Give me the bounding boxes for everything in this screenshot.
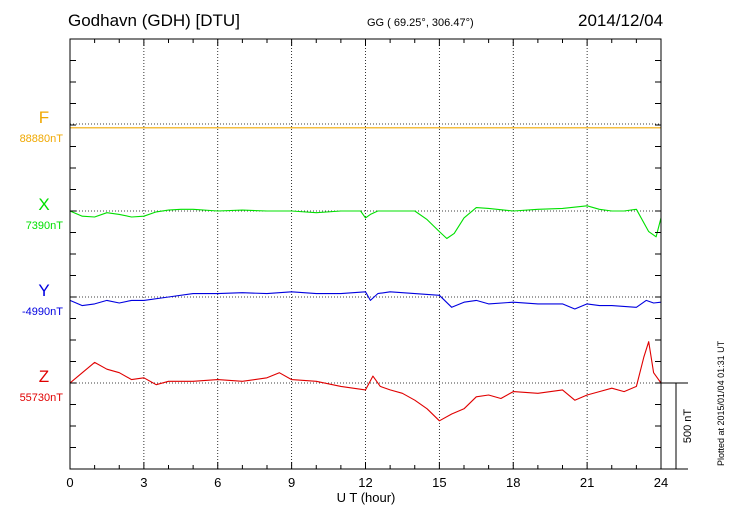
plot-date: 2014/12/04 [578, 11, 664, 30]
x-tick-label: 24 [654, 475, 668, 490]
trace-z [69, 341, 662, 422]
trace-y [69, 291, 662, 310]
scale-bar-label: 500 nT [682, 409, 694, 444]
grid-lines [143, 39, 588, 469]
x-tick-label: 0 [66, 475, 73, 490]
data-traces [69, 127, 662, 422]
plot-frame [69, 38, 662, 470]
x-tick-label: 12 [358, 475, 372, 490]
baselines [70, 123, 661, 384]
geographic-coordinates: GG ( 69.25°, 306.47°) [367, 17, 474, 29]
component-letter-f: F [39, 108, 49, 127]
station-title: Godhavn (GDH) [DTU] [68, 11, 240, 30]
x-tick-label: 3 [140, 475, 147, 490]
baseline-value-y: -4990nT [22, 306, 63, 318]
component-letter-x: X [38, 195, 49, 214]
axis-ticks [69, 39, 662, 469]
x-tick-label: 21 [580, 475, 594, 490]
x-tick-label: 18 [506, 475, 520, 490]
scale-bar: 500 nT [661, 382, 694, 470]
trace-x [69, 205, 662, 240]
x-axis-label: U T (hour) [337, 490, 396, 505]
component-letter-z: Z [39, 367, 49, 386]
x-tick-label: 9 [288, 475, 295, 490]
component-labels: F 88880nT X 7390nT Y -4990nT Z 55730nT [20, 108, 64, 404]
baseline-value-z: 55730nT [20, 392, 64, 404]
x-tick-labels: 0 3 6 9 12 15 18 21 24 [66, 475, 668, 490]
baseline-value-f: 88880nT [20, 133, 64, 145]
x-tick-label: 6 [214, 475, 221, 490]
x-tick-label: 15 [432, 475, 446, 490]
component-letter-y: Y [38, 281, 49, 300]
baseline-value-x: 7390nT [26, 220, 64, 232]
